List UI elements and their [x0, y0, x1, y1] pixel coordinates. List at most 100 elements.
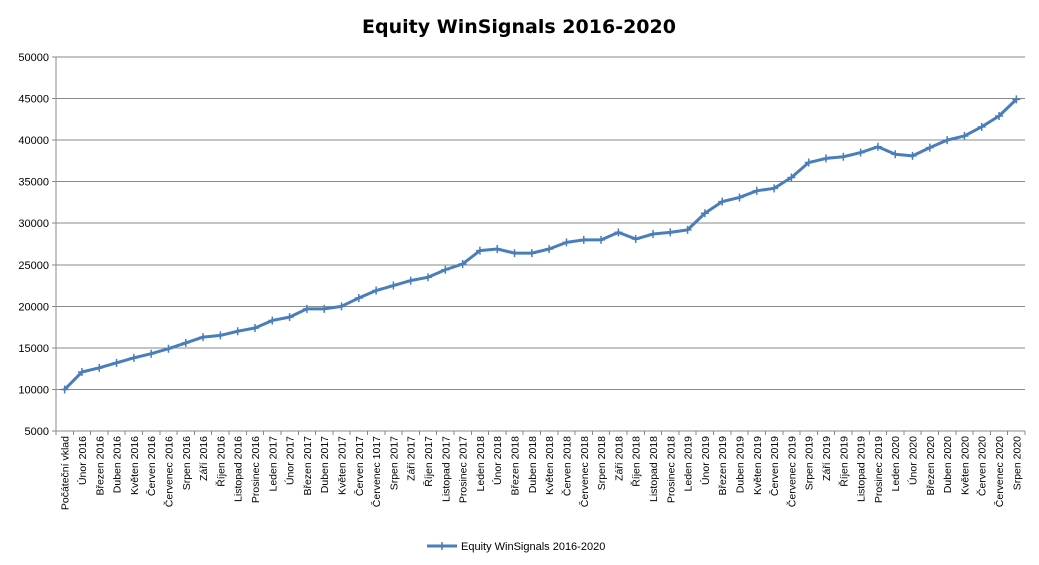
- data-point: [804, 158, 813, 167]
- x-tick-label: Srpen 2019: [804, 436, 816, 490]
- data-point: [147, 349, 156, 358]
- data-point: [424, 273, 433, 282]
- data-point: [389, 281, 398, 290]
- data-point: [441, 265, 450, 274]
- data-point: [822, 154, 831, 163]
- x-tick-label: Červenec 2020: [993, 436, 1006, 507]
- x-tick-label: Květen 2020: [959, 436, 971, 495]
- x-tick-label: Září 2016: [198, 436, 210, 481]
- data-point: [216, 331, 225, 340]
- data-point: [181, 338, 190, 347]
- x-tick-label: Červenec 2018: [578, 436, 591, 507]
- x-tick-label: Leden 2019: [683, 436, 695, 492]
- y-tick-label: 15000: [18, 343, 49, 355]
- legend: Equity WinSignals 2016-2020: [427, 541, 605, 553]
- x-tick-label: Srpen 2016: [181, 436, 193, 490]
- data-point: [77, 367, 86, 376]
- legend-point-marker: [438, 542, 446, 550]
- data-point: [372, 286, 381, 295]
- x-tick-label: Prosinec 2016: [250, 436, 262, 503]
- x-tick-label: Červenec 2016: [162, 436, 175, 507]
- x-tick-label: Srpen 2018: [596, 436, 608, 490]
- data-point: [337, 302, 346, 311]
- x-tick-label: Únor 2019: [699, 436, 712, 485]
- data-point: [839, 152, 848, 161]
- x-tick-label: Únor 2016: [76, 436, 89, 485]
- y-tick-label: 10000: [18, 384, 49, 396]
- data-point: [873, 142, 882, 151]
- x-tick-label: Září 2017: [406, 436, 418, 481]
- data-point: [977, 122, 986, 131]
- x-tick-label: Leden 2017: [267, 436, 279, 492]
- x-tick-label: Březen 2020: [925, 436, 937, 496]
- x-tick-label: Prosinec 2017: [458, 436, 470, 503]
- x-tick-label: Únor 2018: [491, 436, 504, 485]
- data-point: [562, 238, 571, 247]
- y-tick-label: 50000: [18, 52, 49, 64]
- x-tick-label: Červen 2020: [976, 436, 989, 496]
- data-point: [891, 150, 900, 159]
- data-point: [943, 136, 952, 145]
- x-tick-label: Listopad 2016: [233, 436, 245, 502]
- data-point: [233, 327, 242, 336]
- data-point: [164, 344, 173, 353]
- x-tick-label: Říjen 2018: [630, 436, 643, 487]
- x-tick-label: Duben 2016: [112, 436, 124, 493]
- gridlines: [56, 56, 1025, 390]
- x-tick-label: Červenec 2019: [785, 436, 798, 507]
- x-tick-label: Červen 2017: [353, 436, 366, 496]
- data-point: [302, 304, 311, 313]
- x-tick-label: Říjen 2017: [422, 436, 435, 487]
- data-point: [60, 385, 69, 394]
- x-tick-label: Počáteční vklad: [60, 436, 72, 510]
- data-point: [631, 235, 640, 244]
- x-tick-label: Květen 2016: [129, 436, 141, 495]
- x-tick-label: Srpen 2020: [1011, 436, 1023, 490]
- x-tick-label: Září 2019: [821, 436, 833, 481]
- data-point: [579, 235, 588, 244]
- data-point: [908, 151, 917, 160]
- x-tick-label: Duben 2017: [319, 436, 331, 493]
- y-tick-label: 25000: [18, 260, 49, 272]
- x-tick-label: Prosinec 2019: [873, 436, 885, 503]
- x-tick-label: Duben 2020: [942, 436, 954, 493]
- x-axis: Počáteční vklad Únor 2016 Březen 2016 Duben…: [55, 430, 1026, 510]
- x-tick-label: Květen 2018: [544, 436, 556, 495]
- y-tick-label: 45000: [18, 94, 49, 106]
- x-tick-label: Květen 2019: [752, 436, 764, 495]
- data-point: [129, 353, 138, 362]
- y-tick-label: 30000: [18, 218, 49, 230]
- data-point: [700, 209, 709, 218]
- x-tick-label: Leden 2020: [890, 436, 902, 492]
- data-point: [770, 184, 779, 193]
- x-tick-label: Únor 2017: [284, 436, 297, 485]
- data-point: [458, 259, 467, 268]
- y-axis: 5000 10000 15000 20000 25000 30000 35000 40000 4…: [18, 52, 57, 438]
- data-point: [995, 112, 1004, 121]
- x-tick-label: Říjen 2016: [214, 436, 227, 487]
- data-point: [199, 333, 208, 342]
- data-point: [112, 358, 121, 367]
- x-tick-label: Duben 2019: [734, 436, 746, 493]
- data-point: [1012, 95, 1021, 104]
- legend-label: Equity WinSignals 2016-2020: [461, 541, 605, 553]
- data-point: [510, 249, 519, 258]
- x-tick-label: Únor 2020: [907, 436, 920, 485]
- data-point: [354, 294, 363, 303]
- series-layer: [60, 95, 1021, 394]
- x-tick-label: Prosinec 2018: [665, 436, 677, 503]
- x-tick-label: Březen 2016: [94, 436, 106, 496]
- data-point: [95, 363, 104, 372]
- data-point: [648, 230, 657, 239]
- data-point: [268, 316, 277, 325]
- data-point: [285, 313, 294, 322]
- y-tick-label: 40000: [18, 135, 49, 147]
- data-point: [960, 131, 969, 140]
- y-tick-label: 35000: [18, 177, 49, 189]
- y-tick-label: 5000: [25, 426, 49, 438]
- x-tick-label: Říjen 2019: [837, 436, 850, 487]
- data-point: [597, 235, 606, 244]
- data-point: [683, 225, 692, 234]
- x-tick-label: Listopad 2018: [648, 436, 660, 502]
